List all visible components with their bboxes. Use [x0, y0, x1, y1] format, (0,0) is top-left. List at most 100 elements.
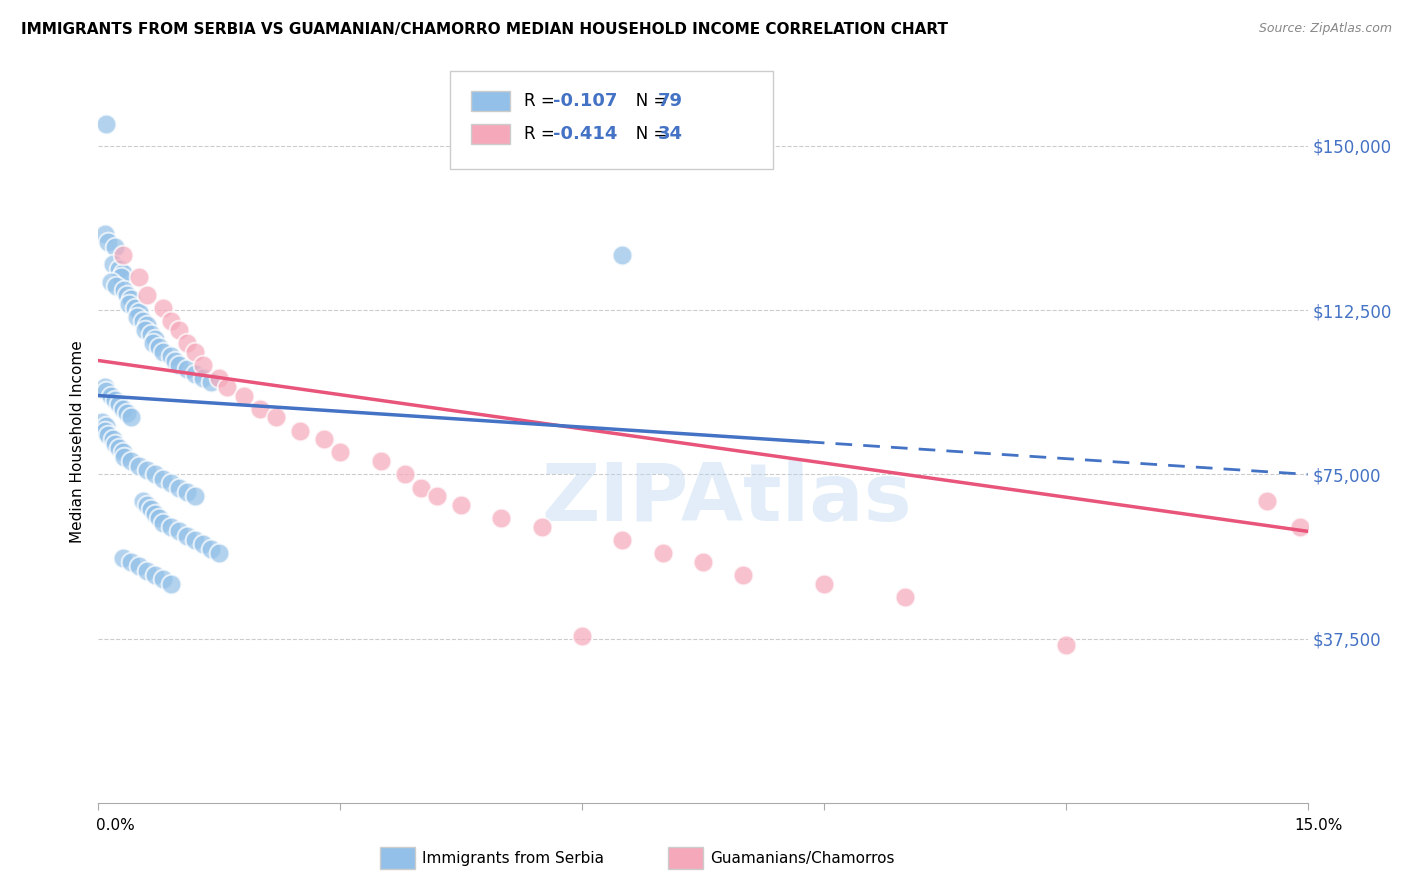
Point [134, 323, 156, 337]
Point [91, 415, 114, 429]
Point [163, 353, 186, 368]
Point [692, 555, 714, 569]
Point [184, 344, 207, 359]
Text: ZIPAtlas: ZIPAtlas [541, 460, 912, 539]
Point [264, 410, 287, 425]
Point [139, 502, 162, 516]
Text: 34: 34 [658, 125, 683, 143]
Point [105, 279, 128, 293]
Point [107, 397, 129, 411]
Point [167, 358, 190, 372]
Point [143, 467, 166, 482]
Point [111, 445, 134, 459]
Point [135, 318, 157, 333]
Point [101, 257, 124, 271]
Point [135, 288, 157, 302]
Point [128, 559, 150, 574]
Point [733, 568, 755, 582]
Point [111, 266, 134, 280]
Point [111, 248, 134, 262]
Point [208, 546, 231, 560]
Point [160, 476, 183, 491]
Point [160, 577, 183, 591]
Point [128, 458, 150, 473]
Text: Guamanians/Chamorros: Guamanians/Chamorros [710, 851, 894, 865]
Point [135, 463, 157, 477]
Point [167, 323, 190, 337]
Point [184, 367, 207, 381]
Point [193, 537, 215, 551]
Point [128, 305, 150, 319]
Point [249, 401, 271, 416]
Point [100, 388, 122, 402]
Point [115, 406, 138, 420]
Point [120, 454, 142, 468]
Point [96, 117, 118, 131]
Point [97, 235, 120, 250]
Point [135, 564, 157, 578]
Point [120, 410, 142, 425]
Point [426, 489, 449, 503]
Text: 79: 79 [658, 92, 683, 110]
Point [491, 511, 513, 525]
Point [571, 629, 593, 643]
Point [132, 493, 155, 508]
Text: -0.107: -0.107 [553, 92, 617, 110]
Point [94, 380, 117, 394]
Point [200, 541, 222, 556]
Point [651, 546, 673, 560]
Point [94, 424, 117, 438]
Point [394, 467, 416, 482]
Text: R =: R = [524, 92, 561, 110]
Point [893, 590, 915, 604]
Point [370, 454, 392, 468]
Point [176, 529, 198, 543]
Point [112, 450, 135, 464]
Point [97, 428, 120, 442]
Point [167, 524, 190, 539]
Point [118, 296, 141, 310]
Point [115, 288, 138, 302]
Point [120, 555, 142, 569]
Point [152, 516, 174, 530]
Point [813, 577, 835, 591]
Point [409, 481, 432, 495]
Point [112, 284, 135, 298]
Point [612, 533, 634, 547]
Point [184, 489, 207, 503]
Point [127, 310, 149, 324]
Point [160, 520, 183, 534]
Point [139, 327, 162, 342]
Point [530, 520, 553, 534]
Point [232, 388, 254, 402]
Text: IMMIGRANTS FROM SERBIA VS GUAMANIAN/CHAMORRO MEDIAN HOUSEHOLD INCOME CORRELATION: IMMIGRANTS FROM SERBIA VS GUAMANIAN/CHAM… [21, 22, 948, 37]
Point [103, 392, 125, 407]
Point [143, 568, 166, 582]
Point [103, 240, 125, 254]
Text: -0.414: -0.414 [553, 125, 617, 143]
Point [450, 498, 472, 512]
Point [193, 371, 215, 385]
Text: N =: N = [620, 125, 672, 143]
Point [167, 481, 190, 495]
Text: 15.0%: 15.0% [1295, 818, 1343, 832]
Point [142, 336, 165, 351]
Point [132, 314, 155, 328]
Point [152, 573, 174, 587]
Point [107, 261, 129, 276]
Point [143, 507, 166, 521]
Point [100, 275, 122, 289]
Point [148, 511, 170, 525]
Point [176, 484, 198, 499]
Point [612, 248, 634, 262]
Point [184, 533, 207, 547]
Text: Source: ZipAtlas.com: Source: ZipAtlas.com [1258, 22, 1392, 36]
Point [103, 436, 125, 450]
Point [143, 332, 166, 346]
Point [314, 433, 336, 447]
Point [135, 498, 157, 512]
Point [110, 270, 132, 285]
Point [208, 371, 231, 385]
Point [160, 314, 183, 328]
Text: 0.0%: 0.0% [96, 818, 135, 832]
